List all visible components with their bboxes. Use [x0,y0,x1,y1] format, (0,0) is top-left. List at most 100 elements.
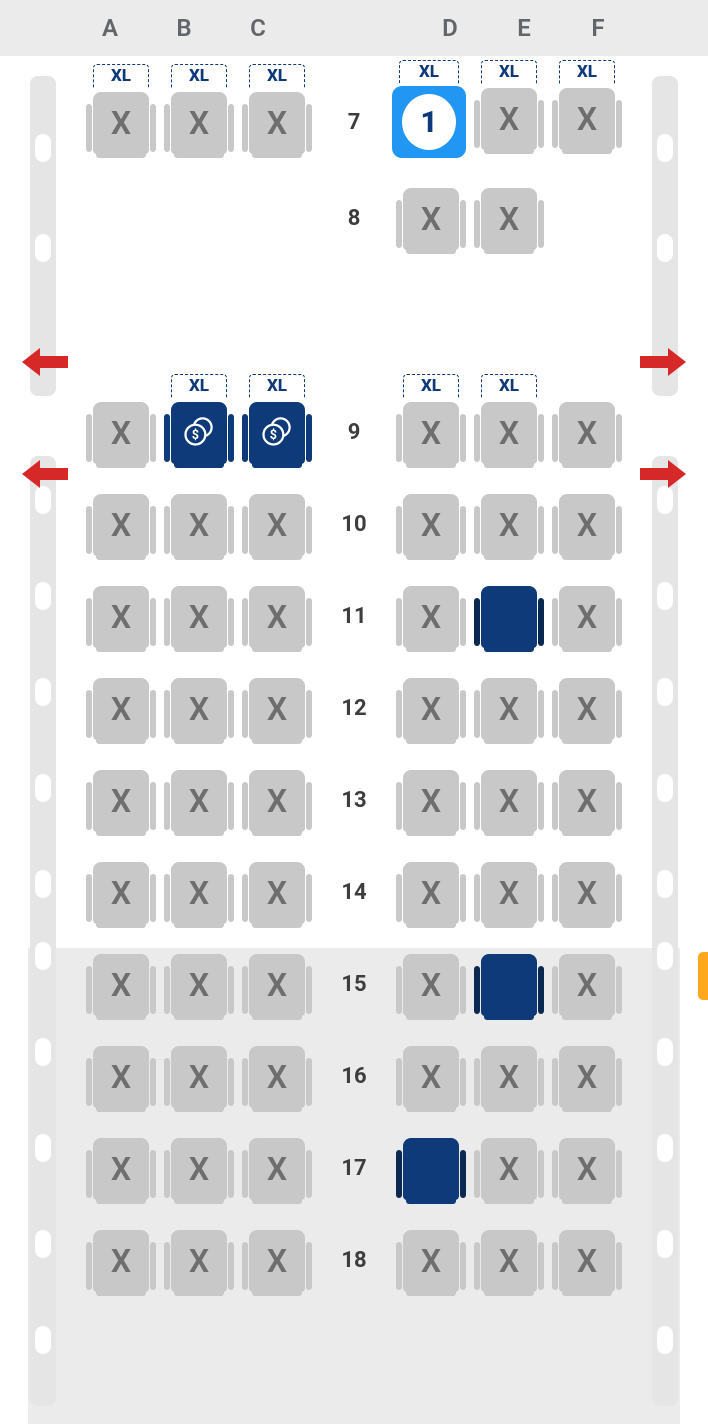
seat-7A: XLX [86,90,156,154]
window-icon [35,234,51,262]
fuselage-right-2 [652,456,678,1406]
occupied-x-icon: X [267,1058,287,1096]
row-number: 18 [334,1248,374,1273]
occupied-x-icon: X [499,100,519,138]
seat-16E: X [474,1044,544,1108]
occupied-x-icon: X [499,874,519,912]
occupied-x-icon: X [189,506,209,544]
xl-tag: XL [249,64,305,88]
seat-row: XXX11XX [86,584,622,648]
seat-14D: X [396,860,466,924]
occupied-x-icon: X [577,414,597,452]
occupied-x-icon: X [421,200,441,238]
occupied-x-icon: X [189,1058,209,1096]
occupied-x-icon: X [111,1242,131,1280]
seat-15C: X [242,952,312,1016]
occupied-x-icon: X [189,1242,209,1280]
seat-12E: X [474,676,544,740]
seat-18B: X [164,1228,234,1292]
seat-16C: X [242,1044,312,1108]
seat-9D: XLX [396,400,466,464]
occupied-x-icon: X [267,104,287,142]
seat-row: XXX12XXX [86,676,622,740]
seat-row: XXX14XXX [86,860,622,924]
seat-12C: X [242,676,312,740]
exit-arrow-icon [22,348,68,376]
seat-17D[interactable] [396,1136,466,1200]
exit-arrow-icon [640,348,686,376]
window-icon [657,234,673,262]
seat-18C: X [242,1228,312,1292]
occupied-x-icon: X [111,506,131,544]
seat-10D: X [396,492,466,556]
seat-13D: X [396,768,466,832]
seat-13F: X [552,768,622,832]
seat-17C: X [242,1136,312,1200]
seat-9F: X [552,400,622,464]
seat-9B[interactable]: XL$ [164,400,234,464]
window-icon [35,1038,51,1066]
seat-14F: X [552,860,622,924]
occupied-x-icon: X [267,1150,287,1188]
seat-10A: X [86,492,156,556]
column-header-bar: A B C D E F [0,0,708,56]
seat-13A: X [86,768,156,832]
seat-9C[interactable]: XL$ [242,400,312,464]
occupied-x-icon: X [421,782,441,820]
seat-14A: X [86,860,156,924]
window-icon [35,1134,51,1162]
occupied-x-icon: X [189,598,209,636]
seat-13E: X [474,768,544,832]
col-label-C: C [246,14,270,42]
occupied-x-icon: X [577,1058,597,1096]
row-number: 12 [334,696,374,721]
seat-7C: XLX [242,90,312,154]
seat-7D[interactable]: XL1 [392,86,466,158]
occupied-x-icon: X [267,598,287,636]
occupied-x-icon: X [267,506,287,544]
occupied-x-icon: X [577,1150,597,1188]
seat-11E[interactable] [474,584,544,648]
seat-13B: X [164,768,234,832]
window-icon [35,1326,51,1354]
rows-area: XLXXLXXLX7XL1XLXXLX8XXXXL$XL$9XLXXLXXXXX… [86,68,622,1320]
seat-18D: X [396,1228,466,1292]
seat-row: XXX10XXX [86,492,622,556]
seat-row: XXX16XXX [86,1044,622,1108]
window-icon [657,678,673,706]
scroll-handle[interactable] [698,952,708,1000]
xl-tag: XL [559,60,615,84]
row-number: 9 [334,420,374,445]
seat-10B: X [164,492,234,556]
seat-13C: X [242,768,312,832]
seat-11A: X [86,584,156,648]
seat-18A: X [86,1228,156,1292]
seat-10F: X [552,492,622,556]
occupied-x-icon: X [189,966,209,1004]
row-number: 14 [334,880,374,905]
occupied-x-icon: X [111,414,131,452]
occupied-x-icon: X [499,1242,519,1280]
occupied-x-icon: X [111,782,131,820]
occupied-x-icon: X [189,782,209,820]
occupied-x-icon: X [577,874,597,912]
occupied-x-icon: X [499,782,519,820]
xl-tag: XL [399,60,459,84]
seat-9A: X [86,400,156,464]
window-icon [35,134,51,162]
seat-7B: XLX [164,90,234,154]
seat-11B: X [164,584,234,648]
seat-17F: X [552,1136,622,1200]
occupied-x-icon: X [577,690,597,728]
row-number: 13 [334,788,374,813]
selected-passenger-number: 1 [420,105,437,140]
occupied-x-icon: X [499,506,519,544]
seat-15E[interactable] [474,952,544,1016]
window-icon [657,1134,673,1162]
xl-tag: XL [171,64,227,88]
seat-15D: X [396,952,466,1016]
exit-arrow-icon [640,460,686,488]
seat-15F: X [552,952,622,1016]
window-icon [35,678,51,706]
occupied-x-icon: X [577,1242,597,1280]
